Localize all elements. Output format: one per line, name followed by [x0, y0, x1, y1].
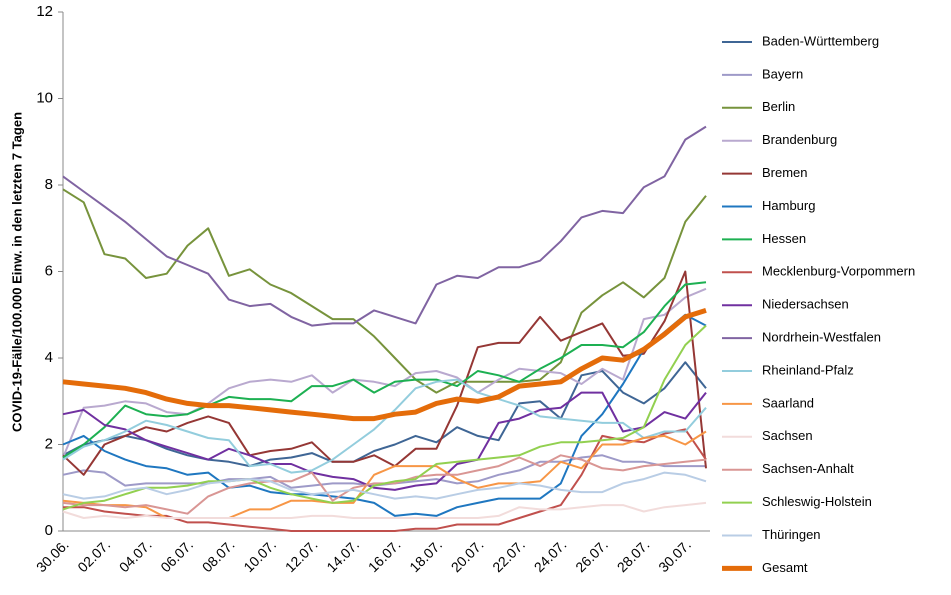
x-tick-label: 04.07. [116, 536, 155, 575]
legend-label: Baden-Württemberg [762, 33, 879, 48]
legend-label: Saarland [762, 395, 814, 410]
x-tick-label: 20.07. [448, 536, 487, 575]
x-tick-label: 10.07. [240, 536, 279, 575]
y-axis-title: COVID-19-Fälle/100.000 Einw. in den letz… [9, 112, 24, 432]
series-line [62, 313, 707, 517]
series-line [62, 281, 707, 459]
series-line [62, 378, 707, 474]
x-tick-label: 12.07. [282, 536, 321, 575]
legend-label: Hamburg [762, 198, 815, 213]
legend-label: Berlin [762, 99, 795, 114]
legend-label: Rheinland-Pfalz [762, 362, 854, 377]
legend-label: Mecklenburg-Vorpommern [762, 264, 915, 279]
legend-label: Sachsen-Anhalt [762, 461, 854, 476]
series-line [62, 324, 707, 511]
series-line [62, 188, 707, 394]
x-tick-label: 24.07. [531, 536, 570, 575]
x-tick-label: 18.07. [406, 536, 445, 575]
y-tick-label: 4 [45, 349, 53, 366]
x-tick-label: 30.07. [655, 536, 694, 575]
x-tick-label: 14.07. [323, 536, 362, 575]
legend-label: Niedersachsen [762, 297, 849, 312]
y-tick-label: 6 [45, 262, 53, 279]
legend-label: Nordrhein-Westfalen [762, 330, 881, 345]
y-tick-label: 12 [36, 3, 53, 20]
series-line [62, 501, 707, 519]
x-tick-label: 26.07. [572, 536, 611, 575]
y-tick-label: 0 [45, 522, 53, 539]
legend-label: Gesamt [762, 560, 808, 575]
series-line [62, 391, 707, 491]
x-tick-label: 06.07. [157, 536, 196, 575]
y-tick-label: 10 [36, 89, 53, 106]
x-tick-label: 22.07. [489, 536, 528, 575]
x-tick-label: 28.07. [614, 536, 653, 575]
series-line [62, 287, 707, 458]
x-tick-label: 30.06. [33, 536, 72, 575]
legend-label: Bayern [762, 66, 803, 81]
x-tick-label: 08.07. [199, 536, 238, 575]
x-tick-label: 16.07. [365, 536, 404, 575]
legend-label: Bremen [762, 165, 808, 180]
y-tick-label: 2 [45, 435, 53, 452]
series-line [62, 270, 707, 476]
series-line [62, 454, 706, 489]
x-tick-label: 02.07. [74, 536, 113, 575]
series-line [62, 125, 707, 327]
series-line [63, 428, 707, 532]
legend-label: Brandenburg [762, 132, 837, 147]
series-line [62, 471, 707, 500]
legend-label: Schleswig-Holstein [762, 494, 872, 509]
series-line [62, 308, 707, 422]
legend-label: Thüringen [762, 527, 821, 542]
y-tick-label: 8 [45, 176, 53, 193]
legend-label: Hessen [762, 231, 806, 246]
legend-label: Sachsen [762, 428, 813, 443]
